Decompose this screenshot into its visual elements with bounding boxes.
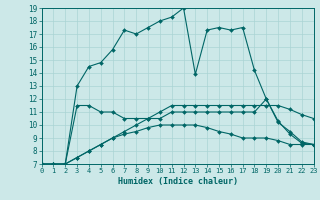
X-axis label: Humidex (Indice chaleur): Humidex (Indice chaleur) bbox=[118, 177, 237, 186]
